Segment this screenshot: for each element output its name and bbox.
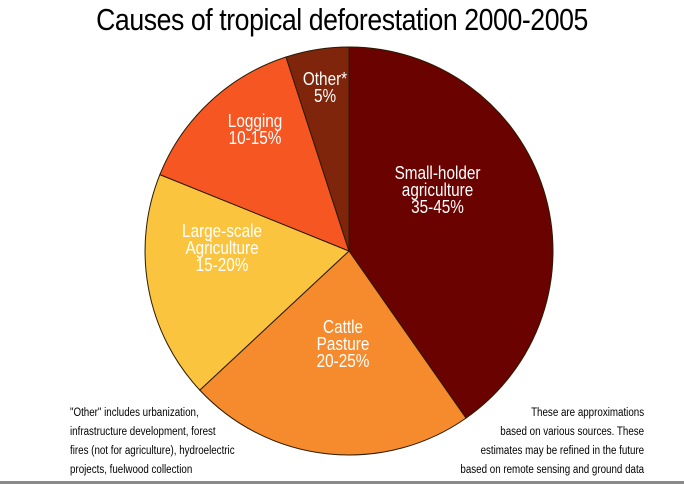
other-footnote: "Other" includes urbanization, infrastru…: [70, 404, 235, 480]
slice-label-line: Agriculture: [185, 237, 259, 258]
slice-label-line: 35-45%: [410, 196, 464, 217]
pie-slice-other: [285, 46, 350, 252]
note-line: based on various sources. These: [500, 426, 644, 438]
slice-label: Large-scale Agriculture 15-20%: [182, 220, 263, 275]
footnote-line: fires (not for agriculture), hydroelectr…: [70, 445, 235, 457]
slice-label: Cattle Pasture 20-25%: [316, 316, 370, 371]
slice-label-line: 15-20%: [195, 254, 249, 275]
slice-label-line: Logging: [227, 111, 283, 131]
footnote-line: projects, fuelwood collection: [70, 464, 193, 476]
pie-slice-large-scale-agriculture: [144, 173, 350, 391]
footnote-line: infrastructure development, forest: [70, 426, 216, 438]
bottom-divider: [0, 481, 684, 484]
slice-label-line: agriculture: [401, 179, 473, 200]
chart-title: Causes of tropical deforestation 2000-20…: [96, 2, 588, 37]
slice-label-line: Pasture: [316, 333, 370, 354]
note-line: based on remote sensing and ground data: [460, 464, 644, 476]
slice-label: Other* 5%: [302, 69, 348, 106]
slice-label-line: 10-15%: [228, 128, 282, 148]
slice-label-line: Cattle: [323, 316, 364, 337]
slice-label-line: Small-holder: [394, 162, 480, 183]
pie-slice-small-holder-agriculture: [348, 46, 554, 419]
pie-slice-cattle-pasture: [199, 250, 467, 456]
slice-label: Logging 10-15%: [227, 111, 283, 148]
slice-label-line: Other*: [302, 69, 348, 89]
slice-label-line: 5%: [313, 86, 337, 106]
note-line: These are approximations: [530, 407, 644, 419]
slice-label-line: 20-25%: [316, 350, 370, 371]
footnote-line: "Other" includes urbanization,: [70, 407, 199, 419]
note-line: estimates may be refined in the future: [480, 445, 644, 457]
slice-label-line: Large-scale: [182, 220, 263, 241]
slice-label: Small-holder agriculture 35-45%: [394, 162, 480, 217]
approximation-note: These are approximations based on variou…: [460, 404, 644, 480]
